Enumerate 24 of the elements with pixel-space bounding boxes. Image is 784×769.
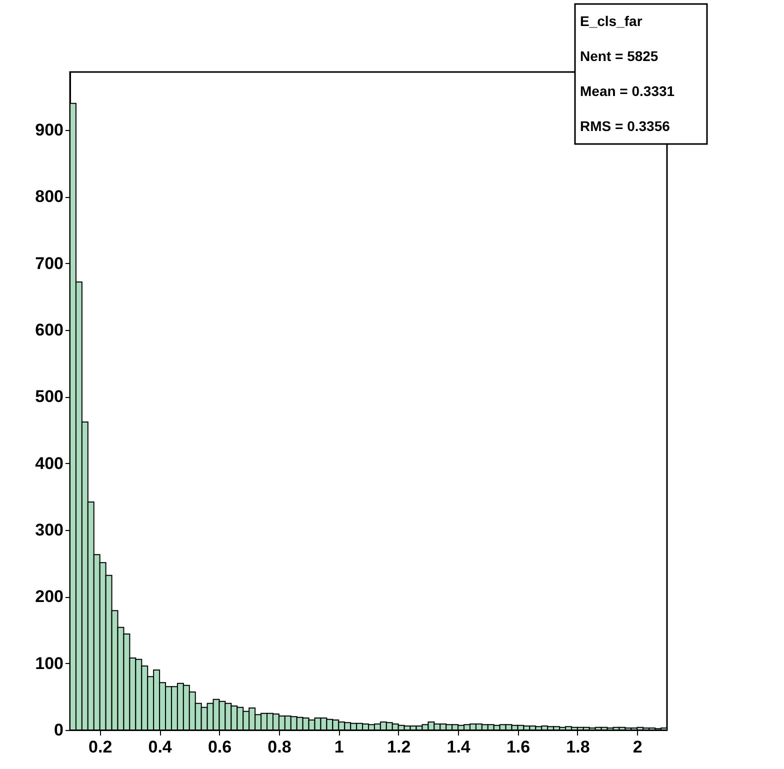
y-tick-label: 600 — [35, 320, 64, 340]
y-tick-label: 800 — [35, 187, 64, 206]
y-tick-label: 100 — [35, 654, 64, 673]
y-tick-label: 0 — [54, 720, 64, 740]
y-tick-label: 300 — [35, 520, 64, 540]
x-tick-label: 1.6 — [506, 738, 530, 756]
y-tick-label: 700 — [35, 254, 64, 273]
x-tick-label: 1.2 — [387, 738, 411, 756]
y-tick-label: 900 — [35, 120, 64, 140]
text: E_cls_far — [580, 13, 643, 29]
x-tick-label: 0.2 — [88, 738, 112, 756]
y-tick-label: 200 — [35, 587, 64, 606]
x-tick-label: 1 — [334, 738, 344, 756]
annotation: RMS = 0.3356 — [580, 118, 670, 134]
x-tick-label: 1.8 — [566, 738, 590, 756]
x-tick-label: 0.4 — [148, 738, 172, 756]
y-tick-label: 400 — [35, 454, 64, 473]
text: Nent = 5825 — [580, 48, 658, 64]
annotation: Mean = 0.3331 — [580, 83, 675, 99]
x-tick-label: 2 — [632, 738, 642, 756]
x-tick-label: 0.8 — [268, 738, 292, 756]
x-tick-label: 0.6 — [208, 738, 232, 756]
x-tick-label: 1.4 — [446, 738, 471, 756]
y-tick-label: 500 — [35, 387, 64, 406]
